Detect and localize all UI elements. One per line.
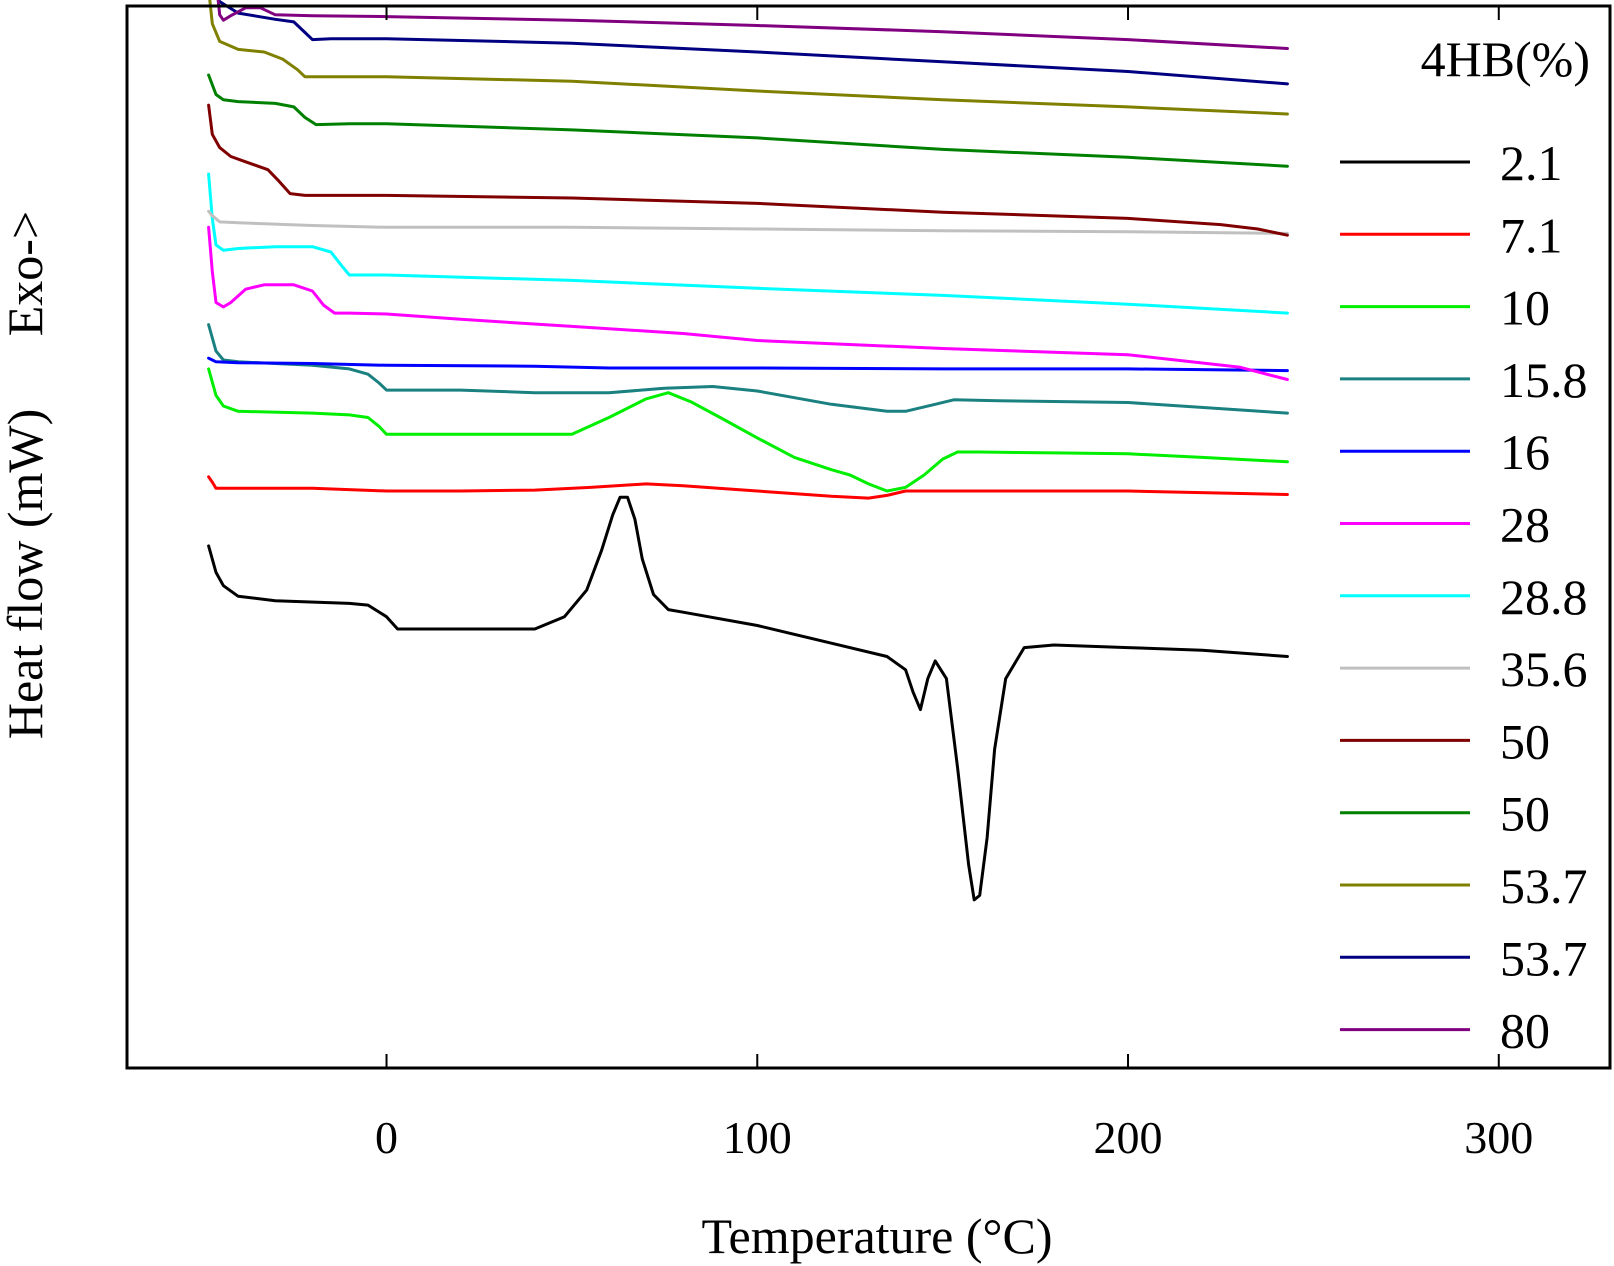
series-line-11 (208, 0, 1289, 116)
legend-label-1: 2.1 (1500, 135, 1563, 191)
legend-label-10: 50 (1500, 786, 1550, 842)
legend-label-7: 28.8 (1500, 569, 1588, 625)
series-line-8 (207, 209, 1289, 235)
legend-label-5: 16 (1500, 424, 1550, 480)
legend-label-8: 35.6 (1500, 641, 1588, 697)
legend: 4HB(%) 2.1 7.1 10 15.8 16 28 28.8 35.6 50 50 53.7 53… (1340, 31, 1590, 1059)
y-axis-title-main: Heat flow (mW) (0, 409, 53, 739)
x-axis-title: Temperature (°C) (701, 1208, 1052, 1264)
series-line-1 (207, 495, 1289, 902)
curves-layer (207, 0, 1289, 902)
legend-label-12: 53.7 (1500, 930, 1588, 986)
series-line-9 (207, 103, 1289, 237)
series-line-6 (207, 225, 1289, 381)
x-tick-label: 0 (375, 1112, 398, 1163)
plot-frame (125, 4, 1612, 1070)
series-line-2 (207, 475, 1289, 500)
series-line-12 (217, 0, 1289, 86)
legend-label-2: 7.1 (1500, 207, 1563, 263)
legend-label-11: 53.7 (1500, 858, 1588, 914)
tick-layer: 0 100 200 300 (375, 6, 1533, 1163)
legend-label-4: 15.8 (1500, 352, 1588, 408)
y-axis-title-exo: Exo-> (0, 211, 53, 336)
x-tick-label: 100 (723, 1112, 792, 1163)
legend-label-13: 80 (1500, 1003, 1550, 1059)
legend-title: 4HB(%) (1421, 31, 1590, 87)
series-line-7 (207, 172, 1289, 315)
series-line-3 (207, 367, 1289, 493)
series-line-13 (216, 0, 1289, 50)
legend-label-3: 10 (1500, 280, 1550, 336)
legend-label-9: 50 (1500, 713, 1550, 769)
series-line-5 (207, 356, 1289, 373)
series-line-10 (207, 73, 1289, 168)
x-tick-label: 300 (1464, 1112, 1533, 1163)
y-axis-title: Heat flow (mW) Exo-> (0, 211, 53, 739)
legend-label-6: 28 (1500, 497, 1550, 553)
x-tick-label: 200 (1094, 1112, 1163, 1163)
